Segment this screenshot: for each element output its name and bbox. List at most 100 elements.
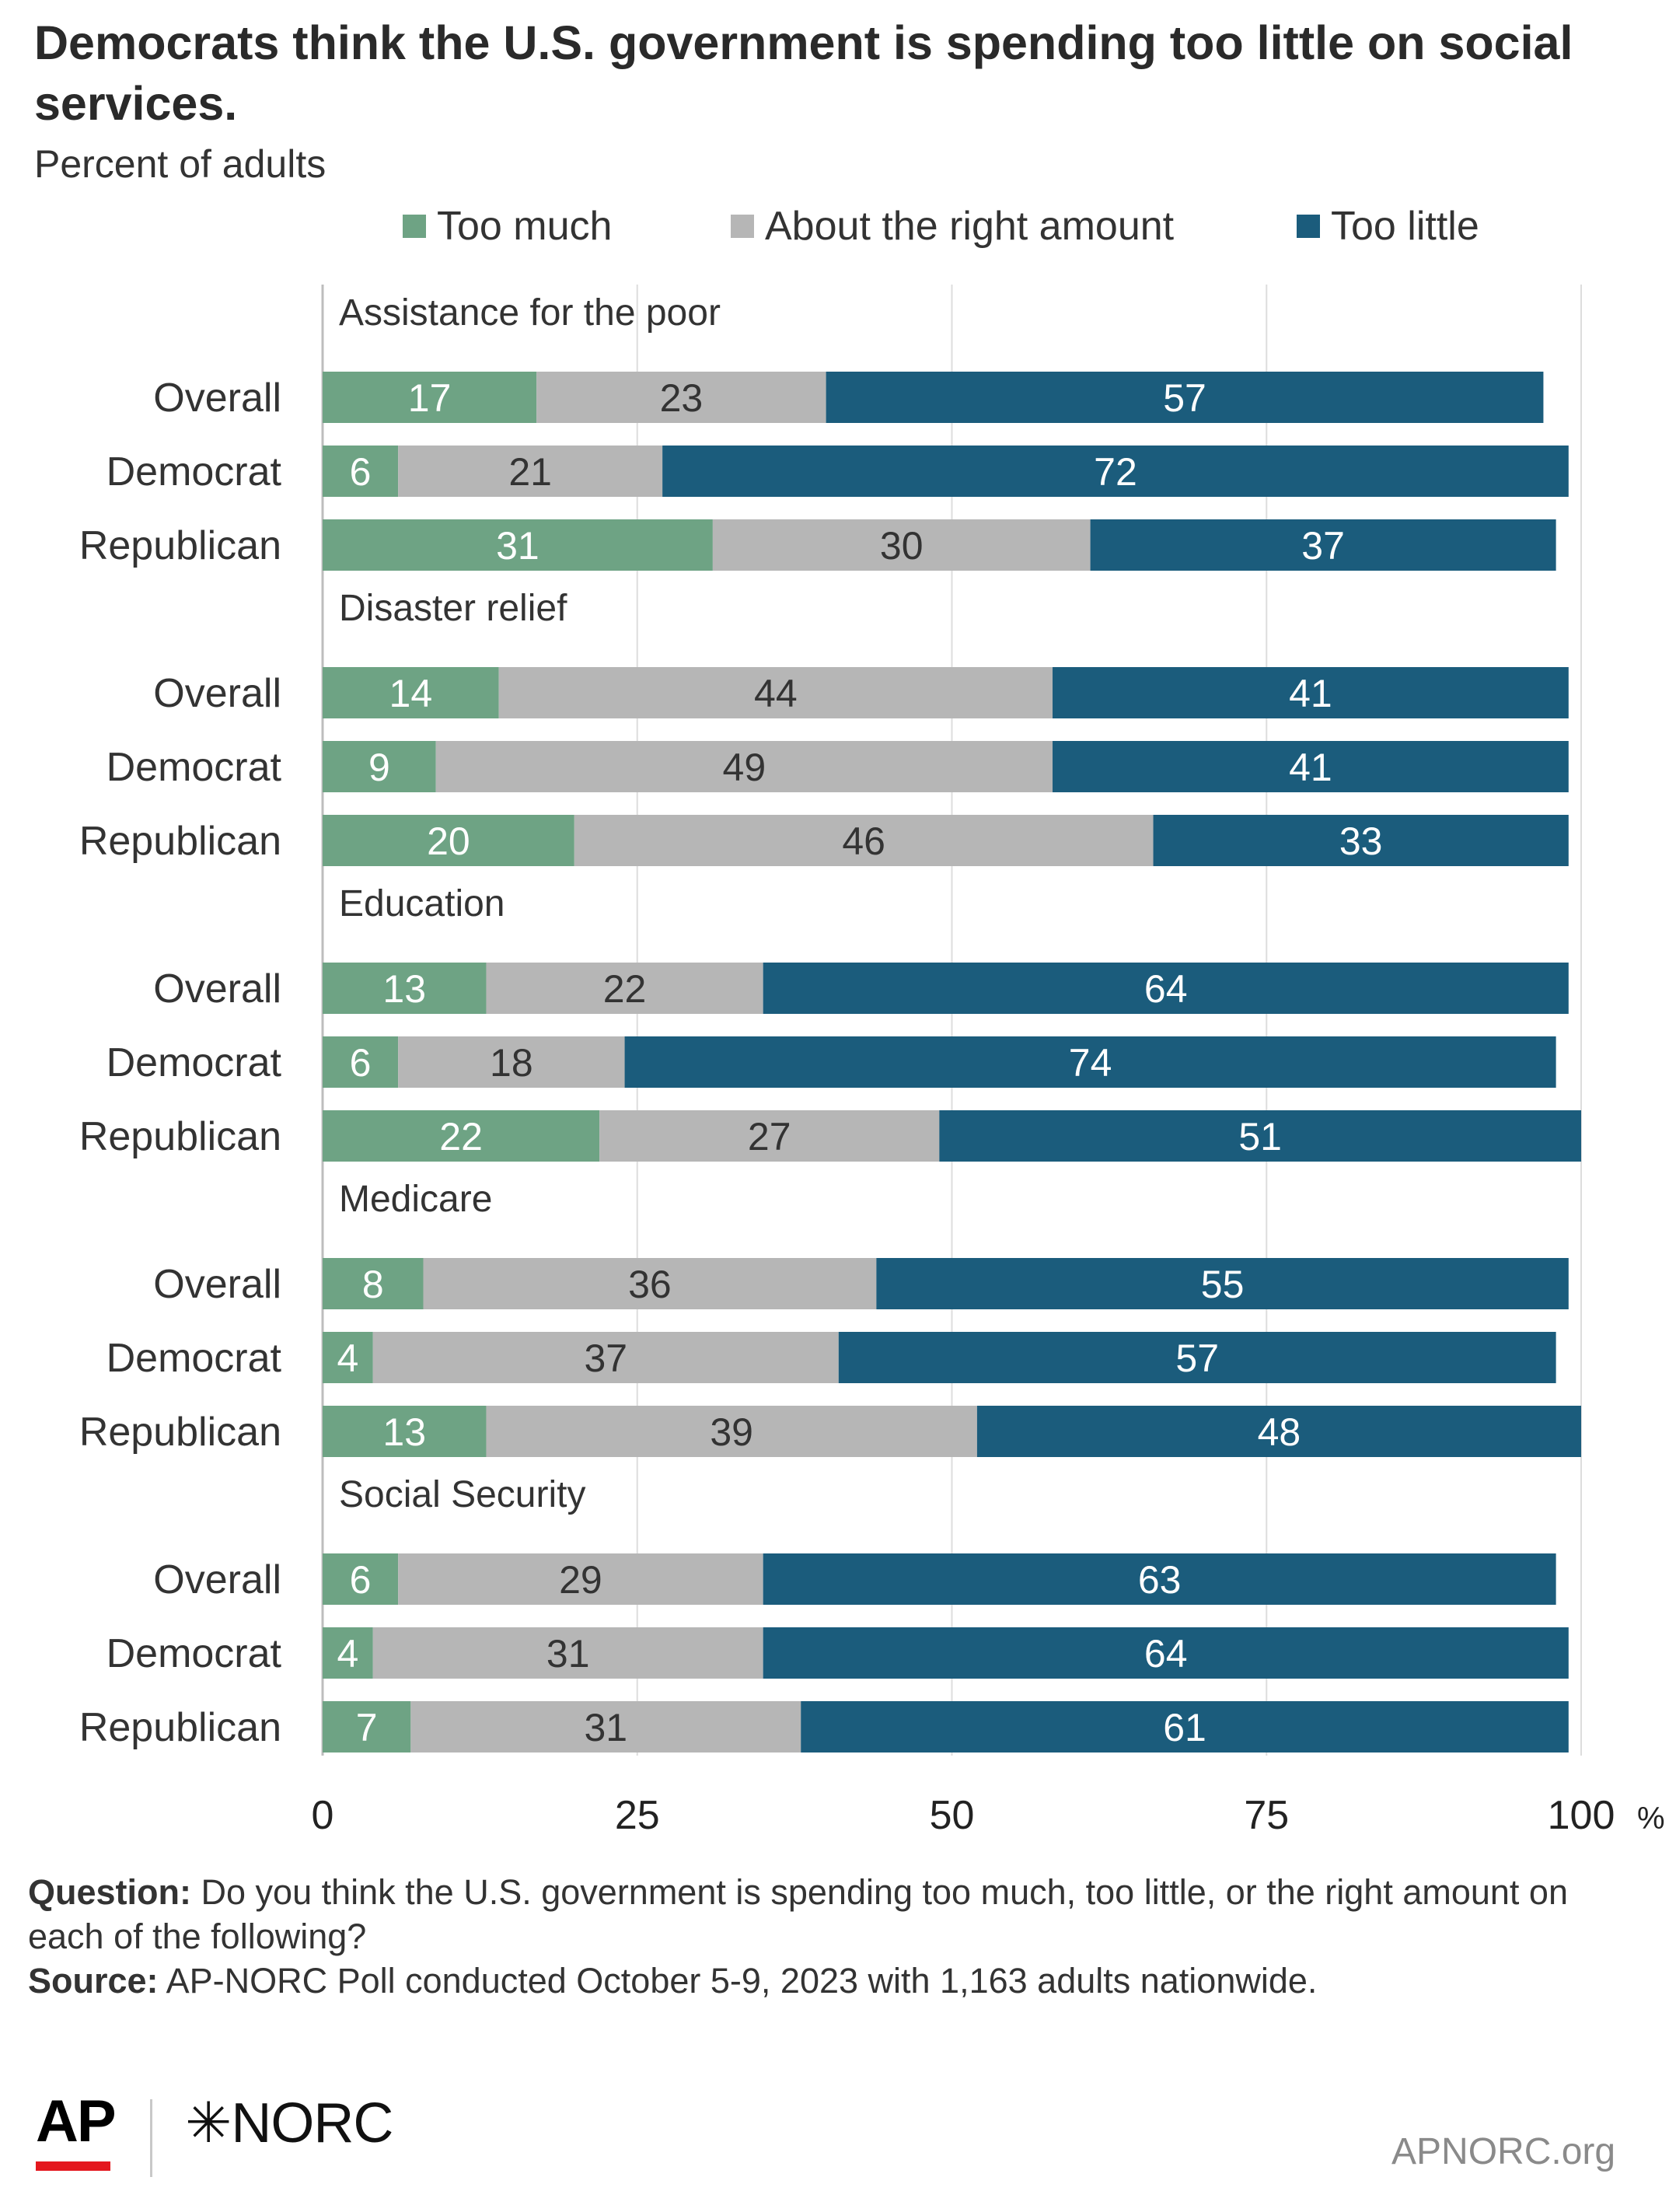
row-label-education-overall: Overall <box>153 966 281 1012</box>
data-label-medicare-democrat-too-little: 57 <box>1175 1337 1219 1380</box>
bar-medicare-democrat-too-little <box>838 1332 1556 1383</box>
question-note: Question: Do you think the U.S. governme… <box>28 1870 1645 1959</box>
bar-social-security-republican-about-the-right-amount <box>410 1701 801 1752</box>
bar-assistance-for-the-poor-republican-too-little <box>1090 519 1556 571</box>
group-label-education: Education <box>339 883 505 924</box>
data-label-social-security-republican-about-the-right-amount: 31 <box>584 1706 627 1749</box>
legend-item-too-much: Too much <box>403 199 612 253</box>
ap-logo-underline <box>36 2161 110 2171</box>
bar-assistance-for-the-poor-democrat-too-little <box>662 446 1569 497</box>
data-label-disaster-relief-republican-about-the-right-amount: 46 <box>842 819 885 863</box>
bar-medicare-democrat-about-the-right-amount <box>372 1332 839 1383</box>
row-label-social-security-democrat: Democrat <box>106 1631 282 1676</box>
data-label-social-security-overall-too-much: 6 <box>350 1558 372 1602</box>
data-label-disaster-relief-overall-too-little: 41 <box>1289 672 1332 715</box>
data-label-assistance-for-the-poor-republican-about-the-right-amount: 30 <box>880 524 924 568</box>
data-label-education-democrat-too-little: 74 <box>1069 1041 1112 1085</box>
legend-label-too-little: Too little <box>1331 204 1479 249</box>
bar-assistance-for-the-poor-overall-too-little <box>826 372 1544 423</box>
group-label-medicare: Medicare <box>339 1179 492 1220</box>
row-label-assistance-for-the-poor-republican: Republican <box>79 523 281 568</box>
chart-title: Democrats think the U.S. government is s… <box>34 16 1573 130</box>
stacked-bar-chart: Assistance for the poor Overall 17 23 57 Demo… <box>79 285 1665 1838</box>
bar-assistance-for-the-poor-democrat-too-much <box>323 446 399 497</box>
data-label-education-republican-about-the-right-amount: 27 <box>748 1115 791 1158</box>
bar-medicare-republican-too-little <box>976 1406 1581 1457</box>
bar-disaster-relief-overall-about-the-right-amount <box>498 667 1053 718</box>
row-label-social-security-overall: Overall <box>153 1557 281 1602</box>
bar-medicare-overall-about-the-right-amount <box>423 1258 877 1309</box>
question-text: Do you think the U.S. government is spen… <box>28 1872 1568 1956</box>
data-label-disaster-relief-democrat-too-little: 41 <box>1289 746 1332 789</box>
bar-disaster-relief-republican-too-little <box>1153 815 1569 866</box>
bar-social-security-republican-too-little <box>801 1701 1569 1752</box>
source-note: Source: AP-NORC Poll conducted October 5… <box>28 1959 1645 2003</box>
bar-education-democrat-too-little <box>624 1036 1556 1088</box>
bar-medicare-republican-about-the-right-amount <box>486 1406 977 1457</box>
legend: Too much About the right amount Too litt… <box>0 199 1669 253</box>
bar-medicare-democrat-too-much <box>323 1332 373 1383</box>
data-label-assistance-for-the-poor-democrat-too-much: 6 <box>350 450 372 494</box>
logo-divider <box>150 2099 152 2177</box>
data-label-education-republican-too-much: 22 <box>439 1115 483 1158</box>
group-label-disaster-relief: Disaster relief <box>339 588 567 629</box>
bar-education-republican-too-little <box>939 1110 1581 1162</box>
bar-education-democrat-too-much <box>323 1036 399 1088</box>
data-label-medicare-democrat-too-much: 4 <box>337 1337 358 1380</box>
data-label-medicare-republican-too-much: 13 <box>382 1410 426 1454</box>
norc-logo: ✳NORC <box>185 2092 393 2154</box>
x-tick-label-25: 25 <box>615 1793 660 1838</box>
x-axis-unit: % <box>1637 1801 1665 1836</box>
data-label-medicare-republican-about-the-right-amount: 39 <box>710 1410 753 1454</box>
bar-disaster-relief-overall-too-much <box>323 667 499 718</box>
data-label-medicare-republican-too-little: 48 <box>1258 1410 1301 1454</box>
bar-education-overall-too-little <box>763 963 1569 1014</box>
data-label-social-security-democrat-too-much: 4 <box>337 1632 358 1676</box>
bar-disaster-relief-republican-about-the-right-amount <box>574 815 1154 866</box>
group-label-social-security: Social Security <box>339 1474 585 1515</box>
bar-education-republican-too-much <box>323 1110 600 1162</box>
legend-swatch-too-much <box>403 215 426 238</box>
row-label-assistance-for-the-poor-overall: Overall <box>153 376 281 421</box>
data-label-assistance-for-the-poor-republican-too-much: 31 <box>496 524 539 568</box>
bar-medicare-overall-too-much <box>323 1258 424 1309</box>
data-label-social-security-overall-about-the-right-amount: 29 <box>559 1558 602 1602</box>
data-label-social-security-republican-too-little: 61 <box>1163 1706 1206 1749</box>
bar-social-security-overall-too-much <box>323 1553 399 1605</box>
data-label-assistance-for-the-poor-overall-too-much: 17 <box>408 376 452 420</box>
x-tick-label-100: 100 <box>1548 1793 1615 1838</box>
data-label-disaster-relief-republican-too-little: 33 <box>1339 819 1383 863</box>
row-label-assistance-for-the-poor-democrat: Democrat <box>106 449 282 494</box>
x-tick-label-0: 0 <box>312 1793 334 1838</box>
bar-education-democrat-about-the-right-amount <box>398 1036 625 1088</box>
bar-social-security-overall-about-the-right-amount <box>398 1553 763 1605</box>
row-label-education-democrat: Democrat <box>106 1040 282 1085</box>
bar-medicare-republican-too-much <box>323 1406 487 1457</box>
bar-assistance-for-the-poor-republican-about-the-right-amount <box>712 519 1091 571</box>
legend-swatch-about-right <box>731 215 754 238</box>
data-label-disaster-relief-republican-too-much: 20 <box>427 819 470 863</box>
bar-disaster-relief-overall-too-little <box>1053 667 1569 718</box>
data-label-assistance-for-the-poor-republican-too-little: 37 <box>1301 524 1345 568</box>
data-label-assistance-for-the-poor-democrat-too-little: 72 <box>1094 450 1137 494</box>
bar-assistance-for-the-poor-overall-too-much <box>323 372 537 423</box>
data-label-social-security-overall-too-little: 63 <box>1138 1558 1182 1602</box>
chart-subtitle: Percent of adults <box>34 142 326 186</box>
bar-education-overall-too-much <box>323 963 487 1014</box>
bar-disaster-relief-democrat-too-little <box>1053 741 1569 792</box>
bar-medicare-overall-too-little <box>876 1258 1569 1309</box>
data-label-assistance-for-the-poor-overall-too-little: 57 <box>1163 376 1206 420</box>
group-label-assistance-for-the-poor: Assistance for the poor <box>339 292 721 334</box>
row-label-education-republican: Republican <box>79 1114 281 1159</box>
data-label-medicare-overall-too-little: 55 <box>1201 1263 1245 1306</box>
row-label-social-security-republican: Republican <box>79 1705 281 1750</box>
data-label-social-security-democrat-about-the-right-amount: 31 <box>546 1632 590 1676</box>
data-label-assistance-for-the-poor-overall-about-the-right-amount: 23 <box>660 376 704 420</box>
data-label-medicare-overall-too-much: 8 <box>362 1263 384 1306</box>
data-label-disaster-relief-overall-too-much: 14 <box>389 672 433 715</box>
data-label-disaster-relief-democrat-about-the-right-amount: 49 <box>723 746 766 789</box>
bar-assistance-for-the-poor-republican-too-much <box>323 519 713 571</box>
row-label-medicare-democrat: Democrat <box>106 1336 282 1381</box>
bar-assistance-for-the-poor-overall-about-the-right-amount <box>536 372 826 423</box>
bar-social-security-democrat-about-the-right-amount <box>372 1627 763 1679</box>
